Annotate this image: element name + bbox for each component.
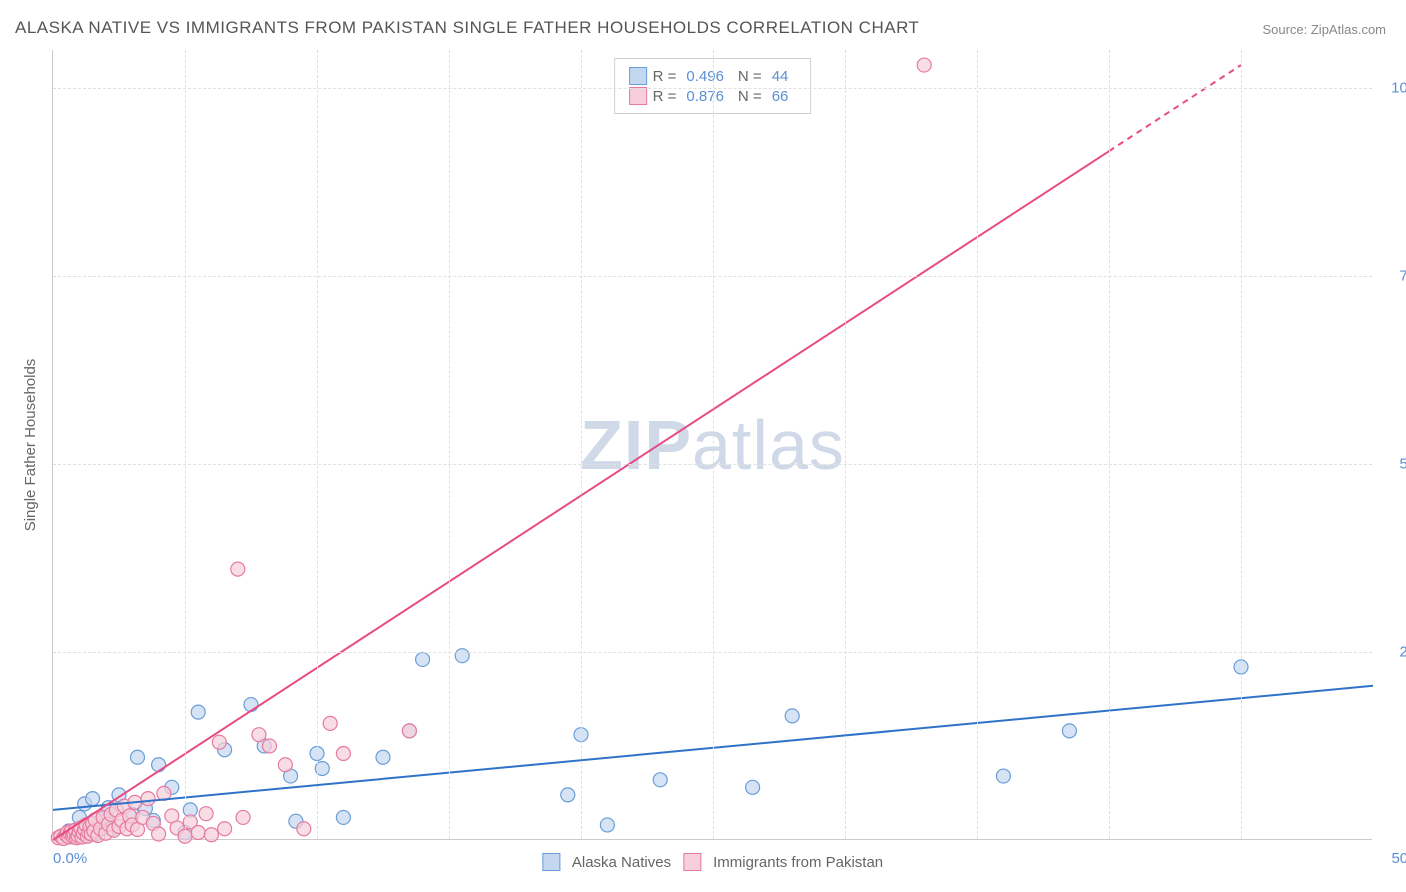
grid-line-vertical — [185, 50, 186, 839]
scatter-point — [336, 746, 350, 760]
scatter-point — [212, 735, 226, 749]
x-tick-label: 0.0% — [53, 850, 87, 867]
grid-line-vertical — [581, 50, 582, 839]
y-tick-label: 25.0% — [1382, 643, 1406, 660]
trend-line-dashed — [1109, 65, 1241, 151]
scatter-point — [141, 792, 155, 806]
legend-n-label: N = — [738, 88, 762, 105]
scatter-point — [917, 58, 931, 72]
scatter-point — [336, 810, 350, 824]
scatter-point — [244, 698, 258, 712]
scatter-point — [996, 769, 1010, 783]
legend-n-value: 44 — [772, 68, 789, 85]
chart-title: ALASKA NATIVE VS IMMIGRANTS FROM PAKISTA… — [15, 18, 919, 38]
grid-line-vertical — [845, 50, 846, 839]
grid-line-vertical — [317, 50, 318, 839]
scatter-point — [416, 652, 430, 666]
legend-n-value: 66 — [772, 88, 789, 105]
scatter-point — [199, 807, 213, 821]
grid-line-vertical — [1241, 50, 1242, 839]
legend-swatch — [629, 67, 647, 85]
scatter-point — [252, 728, 266, 742]
scatter-point — [191, 825, 205, 839]
plot-area: ZIPatlas R =0.496N =44R =0.876N =66 Alas… — [52, 50, 1372, 840]
scatter-point — [152, 758, 166, 772]
legend-r-label: R = — [653, 88, 677, 105]
y-axis-label: Single Father Households — [22, 359, 39, 532]
legend-swatch — [629, 87, 647, 105]
y-tick-label: 50.0% — [1382, 455, 1406, 472]
legend-r-label: R = — [653, 68, 677, 85]
scatter-point — [402, 724, 416, 738]
legend-r-value: 0.876 — [686, 88, 724, 105]
y-tick-label: 75.0% — [1382, 267, 1406, 284]
legend-n-label: N = — [738, 68, 762, 85]
scatter-point — [1062, 724, 1076, 738]
grid-line-vertical — [449, 50, 450, 839]
scatter-point — [323, 716, 337, 730]
scatter-point — [297, 822, 311, 836]
grid-line-vertical — [1109, 50, 1110, 839]
scatter-point — [236, 810, 250, 824]
scatter-point — [746, 780, 760, 794]
legend-swatch — [542, 853, 560, 871]
x-tick-label: 50.0% — [1391, 850, 1406, 867]
scatter-point — [86, 792, 100, 806]
scatter-point — [278, 758, 292, 772]
legend-swatch — [683, 853, 701, 871]
scatter-point — [152, 827, 166, 841]
scatter-point — [218, 822, 232, 836]
scatter-point — [231, 562, 245, 576]
scatter-point — [455, 649, 469, 663]
scatter-point — [376, 750, 390, 764]
scatter-point — [785, 709, 799, 723]
source-attribution: Source: ZipAtlas.com — [1262, 22, 1386, 37]
legend-series-label: Immigrants from Pakistan — [713, 854, 883, 871]
scatter-point — [561, 788, 575, 802]
grid-line-vertical — [713, 50, 714, 839]
legend-series-label: Alaska Natives — [572, 854, 671, 871]
scatter-point — [204, 828, 218, 842]
grid-line-vertical — [977, 50, 978, 839]
scatter-point — [600, 818, 614, 832]
legend-r-value: 0.496 — [686, 68, 724, 85]
scatter-point — [191, 705, 205, 719]
scatter-point — [130, 750, 144, 764]
y-tick-label: 100.0% — [1382, 79, 1406, 96]
scatter-point — [262, 739, 276, 753]
series-legend: Alaska Natives Immigrants from Pakistan — [542, 853, 883, 871]
scatter-point — [653, 773, 667, 787]
